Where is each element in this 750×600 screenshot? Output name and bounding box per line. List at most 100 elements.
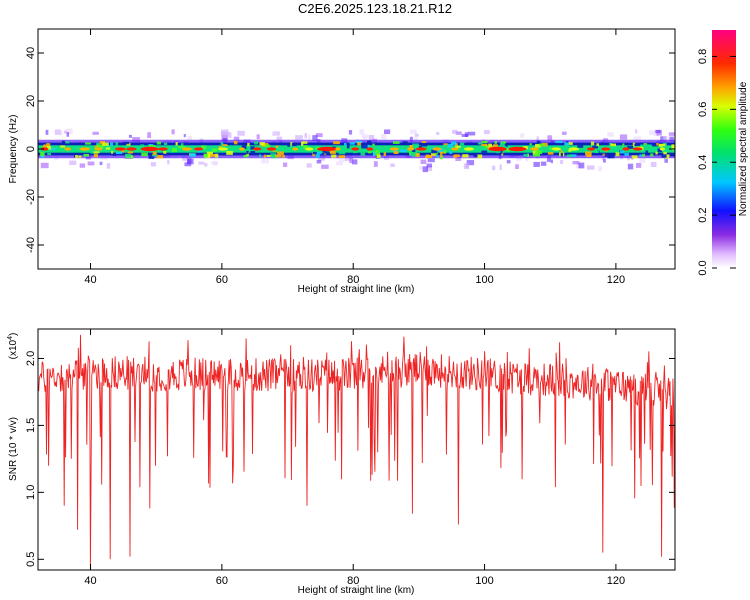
spectrogram-hotspot (568, 147, 580, 151)
spectrogram-cell (449, 151, 453, 154)
spectrogram-halo-cell (383, 129, 391, 135)
spectrogram-halo-cell (467, 131, 476, 136)
spectrogram-cell (453, 154, 458, 158)
spectrogram-cell (344, 142, 347, 146)
spectrogram-cell (462, 154, 469, 158)
spectrogram-cell (263, 154, 266, 158)
spectrogram-cell (436, 154, 439, 158)
colorbar-tick-label: 0.2 (697, 207, 709, 222)
spectrogram-halo-cell (212, 161, 218, 166)
spectrogram-cell (569, 154, 577, 157)
spectrogram-cell (38, 148, 44, 153)
spectrogram-halo-cell (204, 163, 208, 167)
spectrogram-halo-cell (650, 161, 657, 168)
spectrogram-halo-cell (540, 161, 547, 166)
spectrogram-cell (62, 142, 68, 146)
spectrogram-xtick-label: 120 (607, 274, 625, 286)
spectrogram-cell (140, 144, 145, 148)
spectrogram-cell (259, 142, 265, 146)
spectrogram-hotspot (305, 147, 314, 151)
spectrogram-cell (367, 151, 372, 154)
spectrogram-ytick-label: 20 (25, 95, 37, 107)
spectrogram-halo-cell (533, 161, 540, 167)
spectrogram-cell (644, 144, 652, 148)
spectrogram-cell (484, 144, 489, 148)
spectrogram-cell (533, 153, 540, 157)
snr-series-line (38, 334, 675, 570)
spectrogram-cell (615, 152, 620, 157)
spectrogram-halo-cell (627, 163, 634, 170)
spectrogram-cell (392, 141, 400, 144)
snr-ytick-label: 1.0 (25, 485, 37, 500)
spectrogram-cell (555, 140, 563, 144)
spectrogram-cell (127, 151, 133, 154)
spectrogram-cell (664, 148, 668, 151)
spectrogram-cell (425, 155, 429, 159)
spectrogram-cell (640, 144, 647, 148)
spectrogram-hotspot (292, 147, 299, 151)
spectrogram-cell (631, 155, 638, 159)
spectrogram-cell (275, 154, 282, 158)
spectrogram-halo-cell (663, 136, 670, 141)
spectrogram-halo-cell (516, 155, 522, 161)
spectrogram-cell (473, 153, 479, 158)
spectrogram-cell (566, 154, 573, 158)
spectrogram-cell (671, 144, 675, 148)
spectrogram-halo-cell (420, 159, 427, 165)
spectrogram-peak (508, 146, 527, 152)
spectrogram-cell (668, 154, 675, 157)
spectrogram-axes: 40 60 80 100 120 -40 -20 0 20 40 (25, 29, 675, 286)
spectrogram-cell (440, 153, 443, 158)
spectrogram-halo-cell (363, 136, 368, 141)
spectrogram-cell (439, 155, 444, 160)
spectrogram-cell (664, 154, 670, 157)
spectrogram-ytick-label: 40 (25, 47, 37, 59)
spectrogram-cell (656, 143, 659, 146)
snr-axes: 40 60 80 100 120 0.5 1.0 1.5 2.0 (25, 329, 675, 587)
spectrogram-halo-cell (464, 132, 469, 137)
spectrogram-cell (443, 149, 447, 154)
spectrogram-cell (61, 140, 65, 145)
spectrogram-cell (564, 142, 570, 146)
spectrogram-cell (355, 140, 363, 144)
spectrogram-cell (329, 150, 336, 154)
spectrogram-cell (622, 143, 625, 146)
spectrogram-cell (40, 152, 45, 157)
spectrogram-cell (590, 141, 595, 146)
spectrogram-cell (234, 152, 240, 156)
spectrogram-xtick-label: 100 (475, 274, 493, 286)
spectrogram-cell (243, 154, 249, 158)
spectrogram-ytick-label: 0 (25, 146, 37, 152)
spectrogram-halo-cell (187, 135, 192, 141)
spectrogram-cell (115, 151, 123, 155)
spectrogram-hotspot (126, 147, 137, 151)
spectrogram-cell (346, 144, 350, 149)
spectrogram-cell (547, 152, 554, 155)
spectrogram-cell (46, 146, 51, 150)
spectrogram-halo-cell (636, 162, 642, 168)
spectrogram-cell (494, 141, 497, 144)
spectrogram-halo-cell (237, 130, 245, 136)
spectrogram-cell (665, 155, 669, 159)
spectrogram-peak (317, 146, 336, 152)
spectrogram-cell (645, 150, 649, 154)
spectrogram-cell (93, 153, 98, 158)
spectrogram-cell (577, 145, 584, 148)
spectrogram-halo-cell (349, 157, 354, 164)
spectrogram-cell (383, 152, 387, 156)
snr-ylabel: SNR (10 * v/v) (8, 417, 19, 481)
spectrogram-cell (455, 145, 461, 148)
spectrogram-halo-cell (295, 135, 303, 140)
spectrogram-halo-cell (221, 131, 229, 137)
spectrogram-cell (291, 142, 297, 147)
spectrogram-hotspot (351, 147, 360, 151)
snr-panel (38, 334, 675, 570)
spectrogram-cell (282, 154, 285, 158)
spectrogram-cell (163, 142, 168, 145)
spectrogram-cell (115, 142, 119, 146)
spectrogram-cell (481, 150, 488, 154)
spectrogram-halo-cell (452, 129, 458, 134)
spectrogram-cell (652, 143, 658, 147)
spectrogram-cell (338, 155, 346, 158)
